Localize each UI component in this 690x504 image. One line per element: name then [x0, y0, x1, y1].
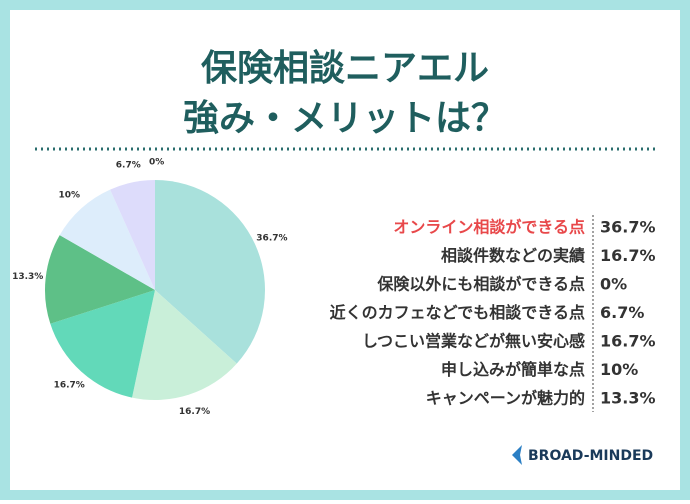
row-value: 0%	[600, 275, 627, 294]
pie-slice	[155, 180, 265, 364]
row-label: 近くのカフェなどでも相談できる点	[330, 303, 585, 322]
row-value: 36.7%	[600, 218, 656, 237]
logo: BROAD-MINDED	[512, 445, 653, 465]
slice-label: 36.7%	[256, 233, 287, 243]
title-line: 強み・メリットは？	[183, 98, 507, 139]
slice-label: 16.7%	[54, 381, 85, 391]
row-label: 保険以外にも相談ができる点	[376, 275, 585, 294]
row-label: 相談件数などの実績	[441, 246, 585, 265]
pie-slice	[45, 235, 156, 324]
pie-slice	[50, 290, 155, 398]
row-label: キャンペーンが魅力的	[426, 389, 585, 408]
slice-label: 10%	[58, 190, 80, 200]
row-label: しつこい営業などが無い安心感	[362, 332, 585, 351]
title-line: 保険相談ニアエル	[201, 48, 489, 89]
row-value: 13.3%	[600, 389, 656, 408]
logo-icon	[512, 445, 522, 465]
row-label: オンライン相談ができる点	[393, 218, 585, 237]
slice-label: 0%	[149, 158, 164, 168]
row-value: 16.7%	[600, 246, 656, 265]
pie-slice	[132, 290, 237, 400]
pie-slice	[110, 180, 155, 290]
row-value: 6.7%	[600, 303, 644, 322]
row-label: 申し込みが簡単な点	[441, 360, 585, 379]
pie-slice	[59, 189, 155, 290]
slice-label: 6.7%	[116, 160, 141, 170]
slice-label: 13.3%	[12, 272, 43, 282]
logo-text: BROAD-MINDED	[528, 448, 653, 464]
slice-label: 16.7%	[179, 407, 210, 417]
row-value: 16.7%	[600, 332, 656, 351]
row-value: 10%	[600, 360, 638, 379]
